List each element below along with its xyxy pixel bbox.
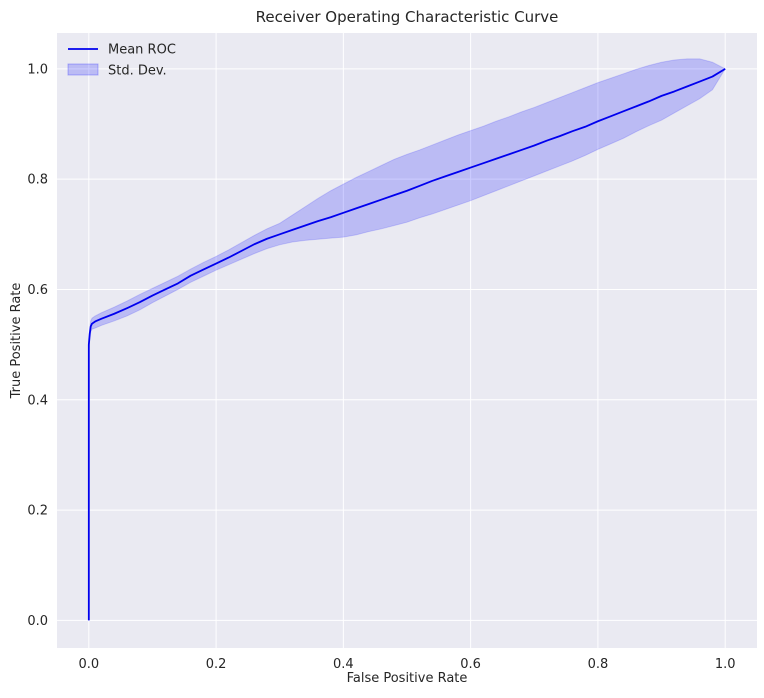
x-tick-label-0: 0.0 bbox=[78, 657, 99, 672]
plot-area bbox=[57, 33, 757, 648]
y-tick-labels: 0.0 0.2 0.4 0.6 0.8 1.0 bbox=[27, 62, 48, 629]
x-tick-label-3: 0.6 bbox=[460, 657, 481, 672]
mean-roc-line bbox=[87, 68, 726, 621]
x-axis-label: False Positive Rate bbox=[347, 671, 468, 686]
x-tick-label-1: 0.2 bbox=[206, 657, 227, 672]
y-tick-label-1: 0.2 bbox=[27, 504, 48, 519]
y-tick-label-4: 0.8 bbox=[27, 173, 48, 188]
grid bbox=[57, 33, 757, 648]
mean-roc-line-layer bbox=[87, 68, 726, 621]
legend-label-std-dev: Std. Dev. bbox=[108, 64, 167, 79]
chart-title: Receiver Operating Characteristic Curve bbox=[256, 8, 559, 26]
legend: Mean ROC Std. Dev. bbox=[67, 43, 176, 79]
x-tick-label-4: 0.8 bbox=[588, 657, 609, 672]
x-tick-label-2: 0.4 bbox=[333, 657, 354, 672]
y-tick-label-5: 1.0 bbox=[27, 62, 48, 77]
legend-swatch-std-dev bbox=[67, 63, 99, 76]
y-tick-label-3: 0.6 bbox=[27, 283, 48, 298]
x-tick-label-5: 1.0 bbox=[715, 657, 736, 672]
y-axis-label: True Positive Rate bbox=[9, 283, 24, 400]
y-tick-label-0: 0.0 bbox=[27, 614, 48, 629]
x-tick-labels: 0.0 0.2 0.4 0.6 0.8 1.0 bbox=[78, 657, 735, 672]
y-tick-label-2: 0.4 bbox=[27, 393, 48, 408]
legend-label-mean-roc: Mean ROC bbox=[108, 43, 176, 58]
